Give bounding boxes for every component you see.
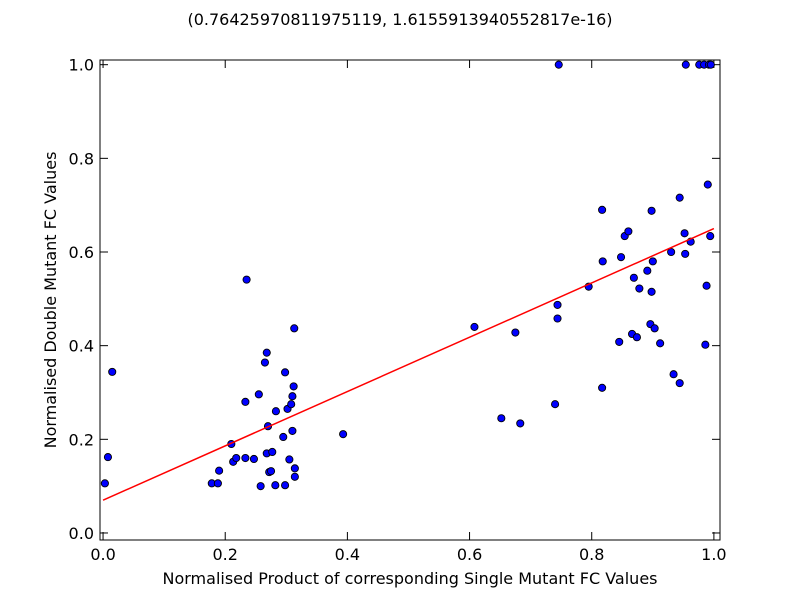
scatter-point (681, 60, 690, 69)
scatter-point (289, 382, 298, 391)
scatter-point (290, 472, 299, 481)
scatter-point (615, 337, 624, 346)
x-tick-label: 0.4 (335, 545, 360, 564)
y-tick-label: 0.4 (69, 337, 94, 356)
scatter-point (629, 273, 638, 282)
scatter-point (706, 60, 715, 69)
scatter-point (650, 324, 659, 333)
scatter-point (288, 392, 297, 401)
scatter-point (643, 266, 652, 275)
axis-ticks: 0.0 0.2 0.4 0.6 0.8 1.0 0.0 0.2 0.4 0.6 0.8 1.0 (69, 56, 727, 564)
scatter-point (647, 206, 656, 215)
scatter-point (108, 367, 117, 376)
scatter-point (551, 400, 560, 409)
scatter-point (680, 229, 689, 238)
scatter-point (470, 322, 479, 331)
scatter-point (701, 340, 710, 349)
scatter-point (100, 479, 109, 488)
scatter-point (260, 358, 269, 367)
scatter-point (242, 275, 251, 284)
scatter-point (647, 287, 656, 296)
scatter-point (511, 328, 520, 337)
scatter-point (706, 232, 715, 241)
scatter-point (288, 426, 297, 435)
scatter-point (249, 454, 258, 464)
scatter-point (516, 419, 525, 428)
scatter-point (281, 368, 290, 377)
x-tick-label: 0.6 (457, 545, 482, 564)
scatter-point (241, 453, 250, 463)
scatter-point (232, 453, 241, 463)
scatter-point (254, 390, 263, 399)
scatter-point (598, 205, 607, 214)
scatter-point (669, 370, 678, 379)
scatter-point (339, 430, 348, 439)
scatter-point (268, 447, 277, 457)
y-tick-label: 0.2 (69, 430, 94, 449)
x-tick-label: 0.8 (579, 545, 604, 564)
y-tick-label: 0.8 (69, 149, 94, 168)
scatter-point (553, 300, 562, 309)
scatter-point (103, 453, 112, 462)
y-tick-label: 0.0 (69, 524, 94, 543)
chart-title: (0.76425970811975119, 1.6155913940552817… (187, 10, 612, 29)
scatter-point (241, 397, 250, 406)
plot-area (100, 60, 720, 540)
scatter-point (290, 464, 299, 473)
scatter-point (702, 281, 711, 290)
scatter-point (213, 479, 222, 488)
scatter-point (271, 481, 280, 490)
scatter-point (703, 180, 712, 189)
plot-border (99, 59, 721, 541)
scatter-point (675, 379, 684, 388)
scatter-point (656, 339, 665, 348)
scatter-point (285, 455, 294, 464)
data-points (100, 60, 715, 491)
y-axis-label: Normalised Double Mutant FC Values (41, 152, 60, 449)
scatter-point (648, 257, 657, 266)
scatter-point (290, 324, 299, 333)
scatter-point (279, 432, 288, 442)
scatter-point (271, 407, 280, 416)
scatter-point (553, 314, 562, 323)
scatter-point (598, 257, 607, 266)
scatter-point (215, 466, 224, 475)
scatter-point (497, 414, 506, 423)
scatter-point (675, 193, 684, 202)
scatter-point (616, 253, 626, 262)
fit-line-group (102, 227, 715, 501)
scatter-point (256, 482, 265, 491)
scatter-point (635, 284, 644, 293)
scatter-point (681, 249, 690, 258)
scatter-point (287, 400, 296, 409)
y-tick-label: 0.6 (69, 243, 94, 262)
x-tick-label: 0.0 (90, 545, 115, 564)
regression-line (102, 227, 715, 501)
scatter-point (281, 481, 290, 490)
scatter-point (266, 467, 276, 476)
scatter-point (262, 348, 271, 357)
scatter-point (624, 227, 633, 236)
scatter-point (554, 60, 563, 69)
y-tick-label: 1.0 (69, 56, 94, 75)
x-axis-label: Normalised Product of corresponding Sing… (163, 569, 658, 588)
scatter-point (598, 383, 607, 392)
scatter-point (632, 333, 641, 342)
x-tick-label: 0.2 (212, 545, 237, 564)
x-tick-label: 1.0 (701, 545, 726, 564)
